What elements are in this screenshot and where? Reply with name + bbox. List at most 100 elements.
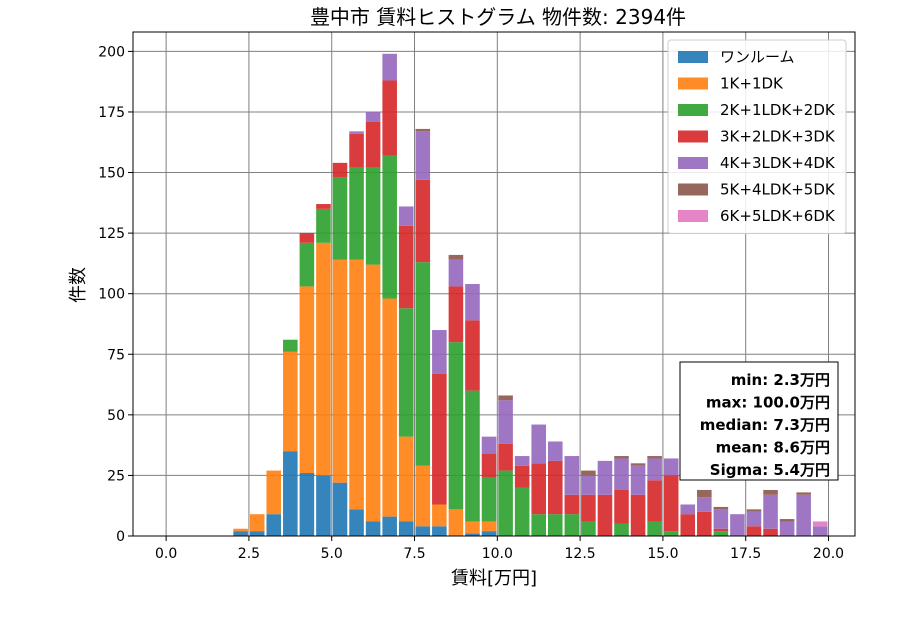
bar-segment: [415, 128, 431, 132]
bar-segment: [697, 511, 712, 536]
bar-segment: [415, 179, 431, 263]
legend-swatch: [678, 130, 708, 143]
bar-segment: [465, 521, 480, 534]
bar-segment: [382, 80, 397, 156]
y-tick-label: 75: [107, 347, 125, 363]
legend-swatch: [678, 51, 708, 63]
stats-line: max: 100.0万円: [706, 394, 830, 412]
bar-segment: [432, 504, 447, 527]
bar-segment: [713, 509, 729, 529]
bar-segment: [365, 121, 381, 168]
bar-segment: [498, 395, 513, 401]
bar-segment: [266, 470, 282, 515]
bar-segment: [365, 111, 381, 122]
bar-segment: [581, 494, 596, 522]
bar-segment: [448, 509, 464, 536]
bar-segment: [481, 531, 497, 536]
bar-segment: [349, 509, 364, 536]
legend-label: 3K+2LDK+3DK: [720, 128, 836, 146]
legend-label: 2K+1LDK+2DK: [720, 101, 836, 119]
bar-segment: [365, 264, 381, 522]
bar-segment: [316, 204, 331, 209]
bar-segment: [680, 514, 696, 536]
bar-segment: [796, 494, 811, 536]
bar-segment: [432, 373, 447, 505]
bar-segment: [481, 521, 497, 532]
legend-label: 5K+4LDK+5DK: [720, 181, 836, 199]
bar-segment: [597, 494, 613, 536]
plot-frame: [132, 31, 856, 537]
bar-segment: [663, 458, 679, 476]
stats-line: Sigma: 5.4万円: [710, 461, 830, 479]
bar-segment: [349, 167, 364, 260]
legend-label: 6K+5LDK+6DK: [720, 207, 836, 225]
bar-segment: [713, 528, 729, 532]
legend-label: 4K+3LDK+4DK: [720, 154, 836, 172]
bar-segment: [283, 339, 298, 352]
bar-segment: [448, 259, 464, 287]
bar-segment: [730, 514, 745, 536]
stats-frame: [679, 361, 839, 481]
bar-segment: [432, 526, 447, 536]
bar-segment: [713, 506, 729, 510]
y-tick-label: 125: [98, 226, 125, 242]
bar-segment: [663, 475, 679, 532]
y-tick-label: 25: [107, 468, 125, 484]
bar-segment: [398, 521, 414, 536]
bar-segment: [481, 477, 497, 522]
bar-segment: [779, 519, 795, 522]
x-tick-label: 17.5: [730, 546, 761, 562]
x-tick-label: 2.5: [238, 546, 260, 562]
bar-segment: [547, 441, 563, 461]
bar-segment: [332, 177, 348, 260]
bar-segment: [663, 531, 679, 536]
bar-segment: [415, 131, 431, 180]
bar-segment: [564, 456, 580, 495]
legend-label: 1K+1DK: [720, 75, 784, 93]
bar-segment: [299, 242, 315, 287]
bar-segment: [597, 460, 613, 495]
bar-segment: [547, 460, 563, 515]
bar-segment: [812, 521, 828, 527]
bar-segment: [564, 494, 580, 515]
bar-segment: [415, 465, 431, 527]
bar-segment: [233, 528, 248, 532]
bar-segment: [763, 528, 778, 536]
bar-segment: [316, 475, 331, 536]
y-tick-label: 50: [107, 408, 125, 424]
bar-segment: [531, 514, 546, 536]
legend-swatch: [678, 210, 708, 222]
bar-segment: [316, 208, 331, 243]
legend-swatch: [678, 157, 708, 169]
bar-segment: [614, 523, 629, 536]
bar-segment: [382, 53, 397, 81]
bar-segment: [398, 436, 414, 522]
bar-segment: [249, 514, 265, 532]
bar-segment: [398, 206, 414, 226]
bar-segment: [332, 482, 348, 536]
bar-segment: [448, 342, 464, 510]
bar-segment: [382, 516, 397, 536]
legend: ワンルーム 1K+1DK 2K+1LDK+2DK 3K+2LDK+3DK 4K+3LDK…: [667, 39, 847, 234]
bar-segment: [432, 330, 447, 374]
stats-box: min: 2.3万円 max: 100.0万円 median: 7.3万円 mean:…: [679, 361, 839, 481]
legend-swatch: [678, 77, 708, 90]
x-tick-label: 10.0: [482, 546, 513, 562]
bar-segment: [514, 465, 530, 488]
bar-segment: [498, 443, 513, 471]
x-axis-label: 賃料[万円]: [451, 568, 537, 589]
bar-segment: [448, 254, 464, 260]
bar-segment: [316, 242, 331, 476]
bar-segment: [465, 320, 480, 391]
bar-segment: [233, 531, 248, 536]
bar-segment: [249, 531, 265, 536]
bar-segment: [398, 225, 414, 309]
bar-segment: [465, 390, 480, 522]
legend-swatch: [678, 183, 708, 196]
legend-frame: [667, 39, 847, 234]
bar-segment: [647, 458, 662, 481]
y-axis-ticks: 0 25 50 75 100 125 150 175 200: [98, 44, 133, 545]
bar-segment: [283, 351, 298, 452]
bar-segment: [498, 470, 513, 536]
